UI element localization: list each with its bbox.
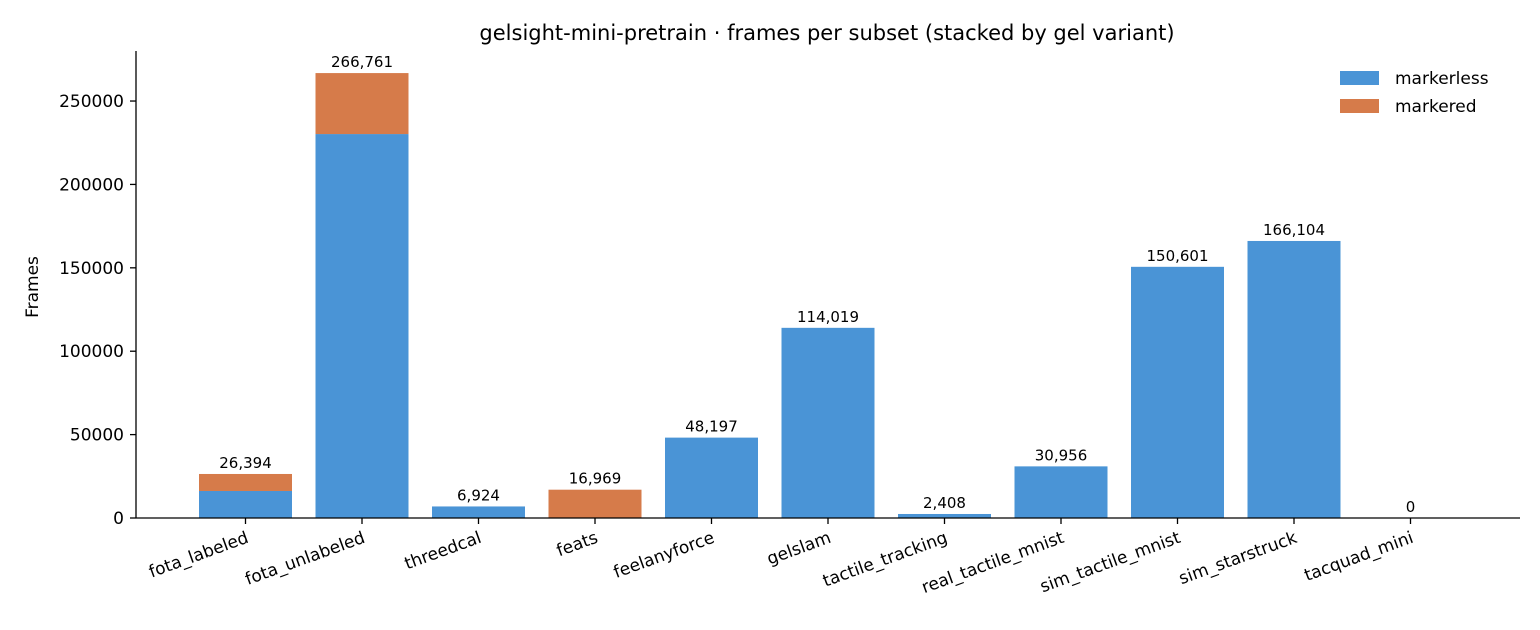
y-tick-label: 0 [113,509,124,529]
bar-markerless [781,327,875,518]
bar-total-label: 114,019 [797,308,859,326]
bar-markerless [665,437,758,518]
bar-markerless [315,134,409,519]
bar-markerless [199,490,292,518]
legend-label-markerless: markerless [1395,69,1489,89]
legend-label-markered: markered [1395,97,1477,117]
y-axis-title: Frames [23,256,43,318]
x-tick-label: sim_starstruck [1176,528,1300,589]
chart-title: gelsight-mini-pretrain · frames per subs… [479,21,1174,45]
bar-markerless [1014,466,1108,518]
bar-markered [199,473,292,491]
y-tick-label: 50000 [70,426,124,446]
bar-total-label: 266,761 [331,53,393,71]
x-tick-label: threedcal [402,528,484,574]
bar-markerless [432,506,525,518]
bar-markered [548,489,642,518]
bar-total-label: 26,394 [219,454,272,472]
x-tick-label: fota_unlabeled [243,528,368,590]
y-tick-label: 150000 [59,259,124,279]
x-tick-label: feats [554,528,601,561]
bar-total-label: 2,408 [923,494,966,512]
legend-swatch-markerless [1340,71,1379,85]
bar-total-label: 48,197 [685,418,738,436]
bar-markerless [1131,266,1224,518]
y-axis-ticks: 0 50000 100000 150000 200000 250000 [59,92,136,529]
bar-total-label: 16,969 [569,470,622,488]
bars-group [199,73,1341,519]
x-tick-label: tacquad_mini [1302,528,1416,586]
x-tick-label: feelanyforce [611,528,717,583]
bar-markered [315,73,409,135]
bar-total-labels: 26,394 266,761 6,924 16,969 48,197 114,019 2,4… [219,53,1415,516]
y-tick-label: 250000 [59,92,124,112]
legend-swatch-markered [1340,99,1379,113]
y-tick-label: 200000 [59,175,124,195]
bar-total-label: 150,601 [1146,247,1208,265]
bar-total-label: 166,104 [1263,221,1325,239]
bar-total-label: 0 [1406,498,1416,516]
y-tick-label: 100000 [59,342,124,362]
bar-markerless [898,513,991,518]
bar-markerless [1247,240,1341,518]
bar-total-label: 30,956 [1035,446,1088,464]
legend: markerless markered [1340,69,1489,117]
x-tick-label: fota_labeled [146,528,251,582]
x-tick-label: gelslam [764,528,833,570]
bar-total-label: 6,924 [457,486,500,504]
